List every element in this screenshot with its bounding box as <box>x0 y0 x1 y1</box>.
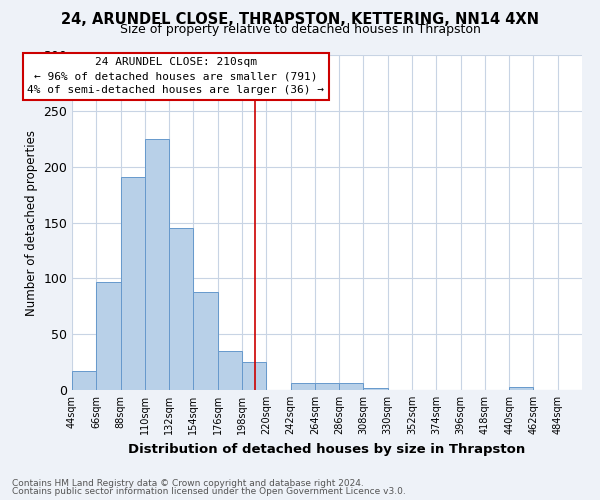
Bar <box>145 138 169 390</box>
Text: 24, ARUNDEL CLOSE, THRAPSTON, KETTERING, NN14 4XN: 24, ARUNDEL CLOSE, THRAPSTON, KETTERING,… <box>61 12 539 28</box>
Bar <box>315 384 339 390</box>
Bar <box>193 292 218 390</box>
X-axis label: Distribution of detached houses by size in Thrapston: Distribution of detached houses by size … <box>128 442 526 456</box>
Text: Size of property relative to detached houses in Thrapston: Size of property relative to detached ho… <box>119 22 481 36</box>
Y-axis label: Number of detached properties: Number of detached properties <box>25 130 38 316</box>
Bar <box>364 388 388 390</box>
Text: 24 ARUNDEL CLOSE: 210sqm
← 96% of detached houses are smaller (791)
4% of semi-d: 24 ARUNDEL CLOSE: 210sqm ← 96% of detach… <box>27 57 324 95</box>
Bar <box>218 351 242 390</box>
Bar <box>290 384 315 390</box>
Bar <box>121 176 145 390</box>
Bar <box>339 384 364 390</box>
Text: Contains HM Land Registry data © Crown copyright and database right 2024.: Contains HM Land Registry data © Crown c… <box>12 478 364 488</box>
Bar <box>242 362 266 390</box>
Text: Contains public sector information licensed under the Open Government Licence v3: Contains public sector information licen… <box>12 487 406 496</box>
Bar <box>72 371 96 390</box>
Bar <box>96 282 121 390</box>
Bar <box>169 228 193 390</box>
Bar <box>509 386 533 390</box>
